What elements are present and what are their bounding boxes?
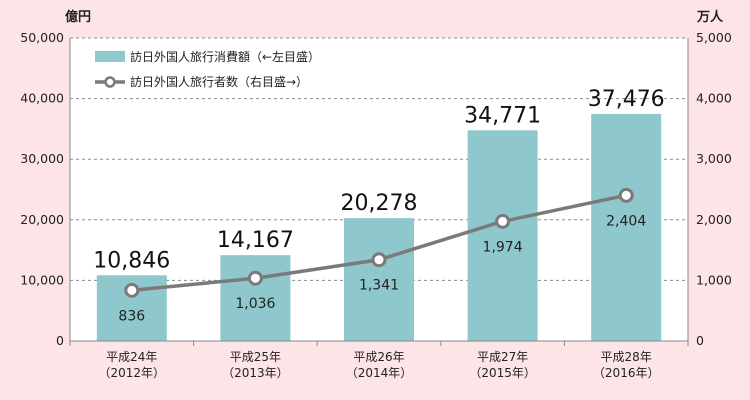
- x-tick-label-sub: （2013年）: [222, 366, 289, 380]
- bar-value-label: 37,476: [588, 87, 665, 112]
- right-tick-label: 1,000: [696, 272, 732, 287]
- right-tick-label: 2,000: [696, 212, 732, 227]
- left-axis-unit: 億円: [65, 9, 91, 25]
- x-tick-label-sub: （2016年）: [593, 366, 660, 380]
- right-tick-label: 3,000: [696, 151, 732, 166]
- legend-swatch-bar: [95, 51, 125, 62]
- line-value-label: 1,974: [483, 239, 523, 255]
- right-tick-label: 4,000: [696, 91, 732, 106]
- x-tick-label-sub: （2014年）: [346, 366, 413, 380]
- line-point: [124, 282, 140, 298]
- x-tick-label-sub: （2012年）: [99, 366, 166, 380]
- axes: 0 10,000 20,000 30,000 40,000 50,000 0 1,000 2,0…: [20, 30, 732, 380]
- x-tick-label: 平成28年: [601, 350, 652, 364]
- left-tick-label: 0: [56, 333, 64, 348]
- line-value-label: 1,036: [235, 296, 275, 312]
- right-axis-unit: 万人: [696, 9, 724, 25]
- left-tick-label: 40,000: [20, 91, 64, 106]
- left-tick-label: 50,000: [20, 30, 64, 45]
- legend-swatch-marker: [104, 76, 116, 88]
- line-point: [495, 213, 511, 229]
- bar: [467, 130, 538, 341]
- line-value-label: 2,404: [606, 213, 646, 229]
- line-point: [618, 187, 634, 203]
- bar-value-label: 34,771: [464, 103, 541, 128]
- left-tick-label: 30,000: [20, 151, 64, 166]
- bar-value-label: 14,167: [217, 228, 294, 253]
- line-value-label: 836: [118, 308, 145, 324]
- x-tick-label: 平成25年: [230, 350, 281, 364]
- legend-label-line: 訪日外国人旅行者数（右目盛→）: [130, 74, 308, 89]
- right-tick-label: 5,000: [696, 30, 732, 45]
- line-value-label: 1,341: [359, 278, 399, 294]
- right-tick-label: 0: [696, 333, 704, 348]
- x-tick-label: 平成24年: [106, 350, 157, 364]
- line-point: [247, 270, 263, 286]
- bar: [591, 113, 662, 341]
- line-point: [371, 252, 387, 268]
- bar-value-label: 10,846: [93, 248, 170, 273]
- line-series: 836 1,036 1,341 1,974 2,404: [118, 187, 646, 324]
- legend-label-bar: 訪日外国人旅行消費額（←左目盛）: [130, 49, 320, 64]
- left-tick-label: 20,000: [20, 212, 64, 227]
- bar: [344, 218, 414, 341]
- left-tick-label: 10,000: [20, 272, 64, 287]
- x-tick-label: 平成27年: [477, 350, 528, 364]
- bar: [220, 255, 291, 341]
- x-tick-label: 平成26年: [353, 350, 404, 364]
- x-tick-label-sub: （2015年）: [469, 366, 536, 380]
- legend: 訪日外国人旅行消費額（←左目盛） 訪日外国人旅行者数（右目盛→）: [95, 49, 320, 89]
- bar-value-label: 20,278: [341, 191, 418, 216]
- bar-series: 10,846 14,167 20,278 34,771 37,476: [93, 87, 665, 341]
